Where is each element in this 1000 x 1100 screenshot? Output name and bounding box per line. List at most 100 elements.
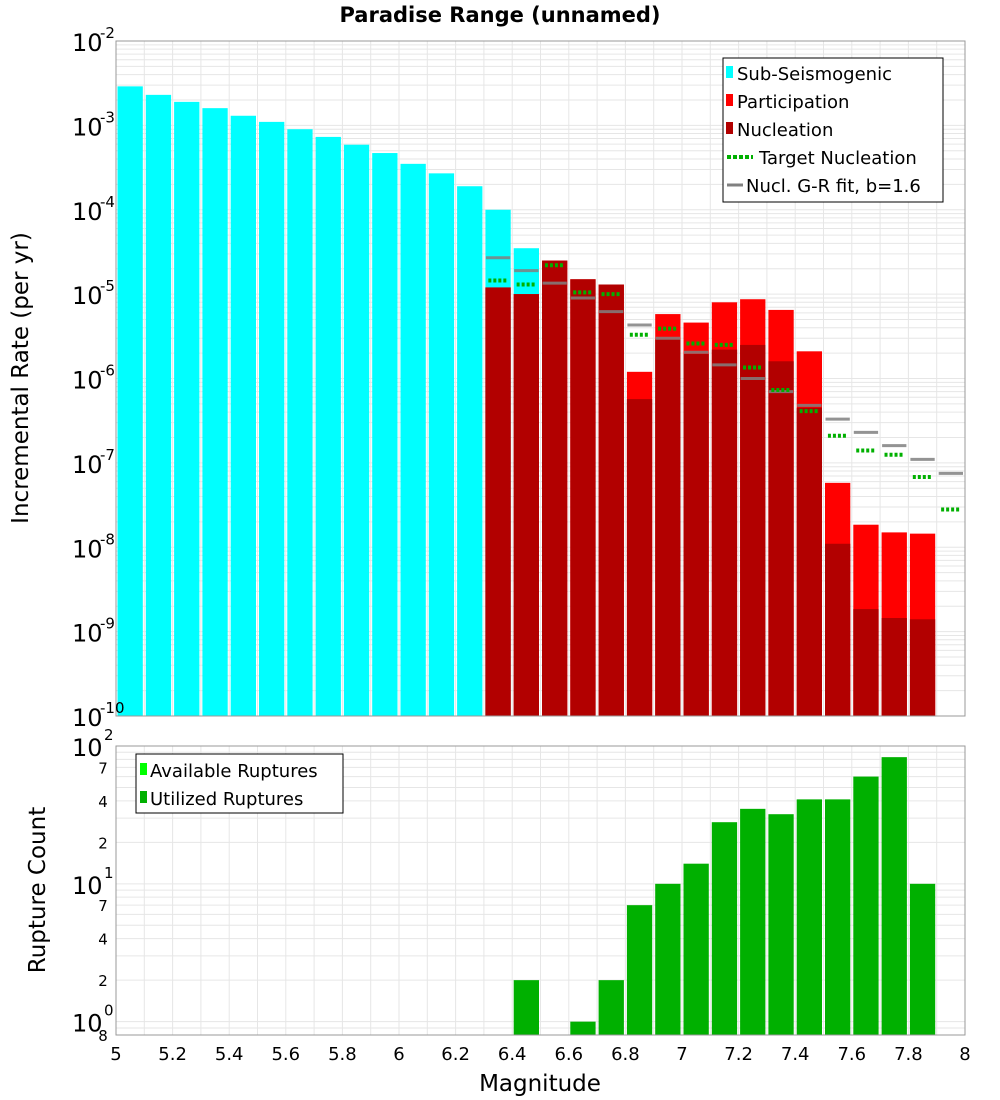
x-axis-label: Magnitude xyxy=(479,1071,601,1097)
bar-utilized-ruptures xyxy=(598,980,624,1035)
x-tick-label: 7 xyxy=(676,1044,687,1065)
bar-utilized-ruptures xyxy=(853,776,879,1035)
legend-label-utilized-ruptures: Utilized Ruptures xyxy=(150,789,303,810)
rate-y-ticks: 10-210-310-410-510-610-710-810-910-10 xyxy=(72,24,125,732)
bar-utilized-ruptures xyxy=(909,883,936,1035)
count-y-minor-tick-label: 4 xyxy=(98,931,108,949)
count-y-tick-exponent: 1 xyxy=(104,864,114,882)
bar-nucleation xyxy=(598,284,624,716)
rate-y-tick-label: 10 xyxy=(72,113,103,141)
x-tick-label: 5.6 xyxy=(271,1044,300,1065)
bar-nucleation xyxy=(881,618,907,716)
bar-sub-seismogenic xyxy=(372,153,398,716)
rate-y-axis-label: Incremental Rate (per yr) xyxy=(8,232,34,524)
bar-nucleation xyxy=(626,399,653,716)
rate-y-tick-label: 10 xyxy=(72,198,103,226)
bar-nucleation xyxy=(853,609,879,716)
bar-nucleation xyxy=(655,339,681,716)
count-x-ticks: 5 5.2 5.4 5.6 5.8 6 6.2 6.4 6.6 6.8 7 7.2 7.4 7.6 7.8 8 xyxy=(110,1044,970,1065)
rate-y-tick-exponent: -4 xyxy=(100,193,115,211)
rate-y-tick-label: 10 xyxy=(72,29,103,57)
rate-y-tick-exponent: -8 xyxy=(100,530,115,548)
chart-title: Paradise Range (unnamed) xyxy=(339,3,660,27)
legend-swatch-available-ruptures xyxy=(140,763,147,775)
bar-utilized-ruptures xyxy=(570,1021,596,1035)
bar-utilized-ruptures xyxy=(825,799,851,1035)
rate-y-tick-exponent: -6 xyxy=(100,362,115,380)
x-tick-label: 7.4 xyxy=(781,1044,810,1065)
bar-sub-seismogenic xyxy=(457,186,483,716)
rate-bars xyxy=(117,86,936,717)
bar-nucleation xyxy=(570,279,596,716)
rate-y-tick-exponent: -10 xyxy=(100,699,125,717)
rate-y-tick-label: 10 xyxy=(72,367,103,395)
rate-y-tick-exponent: -5 xyxy=(100,277,115,295)
x-tick-label: 6.8 xyxy=(611,1044,640,1065)
bar-nucleation xyxy=(683,354,709,716)
x-tick-label: 8 xyxy=(959,1044,970,1065)
x-tick-label: 5.4 xyxy=(215,1044,244,1065)
bar-nucleation xyxy=(542,260,568,716)
x-tick-label: 7.2 xyxy=(724,1044,753,1065)
bar-nucleation xyxy=(768,361,794,716)
rate-legend-box xyxy=(722,57,944,203)
rate-y-tick-exponent: -3 xyxy=(100,108,115,126)
rate-y-tick-label: 10 xyxy=(72,282,103,310)
rate-y-tick-exponent: -9 xyxy=(100,615,115,633)
rate-y-tick-exponent: -7 xyxy=(100,446,115,464)
bar-utilized-ruptures xyxy=(683,863,709,1035)
bar-utilized-ruptures xyxy=(711,822,738,1035)
legend-label-sub-seismogenic: Sub-Seismogenic xyxy=(737,64,892,85)
bar-nucleation xyxy=(485,287,511,716)
bar-sub-seismogenic xyxy=(202,108,228,717)
rate-fit-lines xyxy=(485,256,963,512)
bar-sub-seismogenic xyxy=(428,173,455,716)
bar-nucleation xyxy=(711,349,738,716)
x-tick-label: 6.4 xyxy=(498,1044,527,1065)
count-y-minor-tick-label: 7 xyxy=(98,897,108,915)
count-y-minor-tick-label: 2 xyxy=(98,834,108,852)
bar-utilized-ruptures xyxy=(881,757,907,1035)
bar-utilized-ruptures xyxy=(655,883,681,1035)
count-legend: Available Ruptures Utilized Ruptures xyxy=(135,753,344,814)
bar-sub-seismogenic xyxy=(315,136,341,717)
bar-sub-seismogenic xyxy=(259,121,285,716)
bar-sub-seismogenic xyxy=(174,101,200,716)
bar-nucleation xyxy=(740,344,766,716)
count-y-tick-exponent: 2 xyxy=(104,726,114,744)
count-y-minor-tick-label: 7 xyxy=(98,759,108,777)
bar-nucleation xyxy=(513,294,539,716)
count-y-minor-tick-label: 4 xyxy=(98,793,108,811)
x-tick-label: 7.6 xyxy=(837,1044,866,1065)
bar-sub-seismogenic xyxy=(145,94,172,716)
bar-sub-seismogenic xyxy=(400,163,426,717)
count-y-minor-tick-label: 2 xyxy=(98,972,108,990)
count-y-tick-exponent: 0 xyxy=(104,1002,114,1020)
rate-y-tick-label: 10 xyxy=(72,535,103,563)
legend-swatch-participation xyxy=(726,94,733,106)
bar-sub-seismogenic xyxy=(343,144,370,717)
count-y-axis-label: Rupture Count xyxy=(25,807,51,973)
legend-label-gr-fit: Nucl. G-R fit, b=1.6 xyxy=(746,176,921,197)
bar-nucleation xyxy=(909,619,936,716)
legend-label-participation: Participation xyxy=(737,92,849,113)
count-grid xyxy=(115,746,966,1036)
rate-y-tick-exponent: -2 xyxy=(100,24,115,42)
count-plot-border xyxy=(115,745,966,1036)
bar-sub-seismogenic xyxy=(287,129,313,717)
count-y-tick-label: 10 xyxy=(72,734,103,762)
bar-sub-seismogenic xyxy=(117,86,143,716)
bar-utilized-ruptures xyxy=(513,980,539,1035)
x-tick-label: 5.2 xyxy=(158,1044,187,1065)
x-tick-label: 5 xyxy=(110,1044,121,1065)
x-tick-label: 6.6 xyxy=(554,1044,583,1065)
bar-utilized-ruptures xyxy=(626,905,653,1035)
legend-swatch-utilized-ruptures xyxy=(140,791,147,803)
rate-y-tick-label: 10 xyxy=(72,451,103,479)
legend-label-target-nucleation: Target Nucleation xyxy=(758,148,917,169)
x-tick-label: 6.2 xyxy=(441,1044,470,1065)
bar-utilized-ruptures xyxy=(796,799,822,1035)
count-bars xyxy=(513,757,936,1035)
legend-label-available-ruptures: Available Ruptures xyxy=(150,761,318,782)
